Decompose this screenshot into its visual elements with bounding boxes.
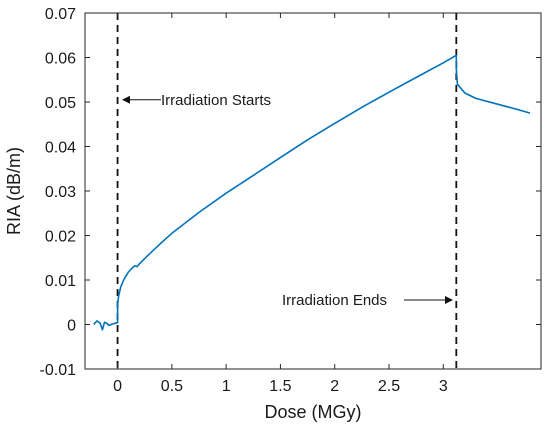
x-axis-label: Dose (MGy) xyxy=(264,402,361,422)
y-tick-label: 0.02 xyxy=(45,229,76,246)
y-tick-label: 0 xyxy=(67,318,76,335)
x-tick-label: 1 xyxy=(222,378,231,395)
y-tick-label: 0.03 xyxy=(45,184,76,201)
ria-series-line xyxy=(93,54,531,331)
y-tick-label: 0.04 xyxy=(45,140,76,157)
annotation-end-text: Irradiation Ends xyxy=(282,292,387,309)
x-tick-label: 3 xyxy=(439,378,448,395)
x-tick-label: 2 xyxy=(330,378,339,395)
x-tick-label: 0 xyxy=(113,378,122,395)
y-tick-label: -0.01 xyxy=(40,362,77,379)
y-tick-label: 0.01 xyxy=(45,273,76,290)
annotation-start-text: Irradiation Starts xyxy=(161,92,271,109)
y-axis-label: RIA (dB/m) xyxy=(4,147,24,235)
plot-area xyxy=(84,12,542,370)
x-tick-label: 0.5 xyxy=(161,378,183,395)
x-axis-ticks: 0 0.5 1 1.5 2 2.5 3 xyxy=(113,13,448,395)
y-axis-ticks: -0.01 0 0.01 0.02 0.03 0.04 0.05 0.06 0.07 xyxy=(40,6,541,379)
y-tick-label: 0.06 xyxy=(45,51,76,68)
series-layer xyxy=(93,54,531,331)
y-tick-label: 0.07 xyxy=(45,6,76,23)
y-tick-label: 0.05 xyxy=(45,95,76,112)
annotations: Irradiation Starts Irradiation Ends xyxy=(122,92,453,309)
plot-frame xyxy=(84,12,542,370)
x-tick-label: 2.5 xyxy=(378,378,400,395)
x-tick-label: 1.5 xyxy=(269,378,291,395)
